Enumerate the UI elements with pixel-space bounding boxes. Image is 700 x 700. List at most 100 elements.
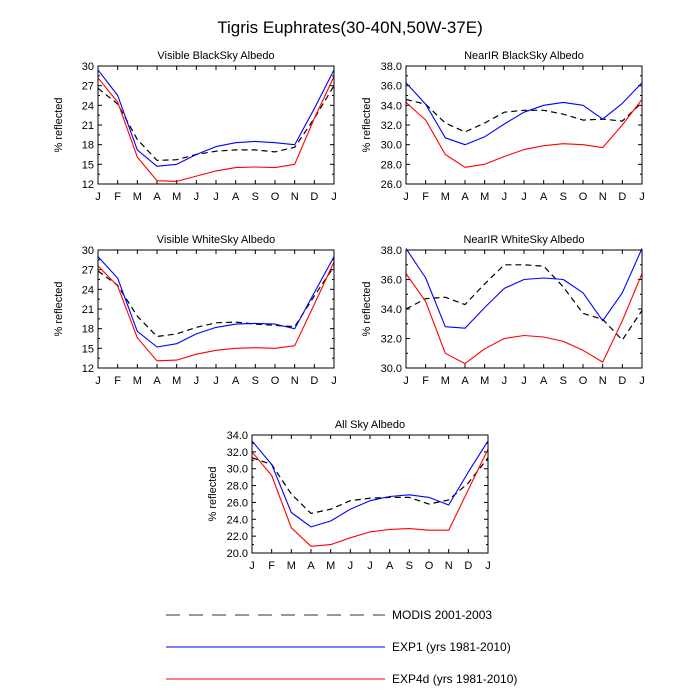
x-tick-label: A [540, 191, 548, 203]
y-tick-label: 32.0 [227, 447, 248, 459]
x-tick-label: J [639, 191, 645, 203]
plot-frame [251, 434, 489, 554]
x-tick-label: D [618, 191, 626, 203]
series-line [97, 256, 335, 348]
y-tick-label: 30.0 [381, 363, 402, 375]
x-tick-label: D [464, 560, 472, 572]
chart-panel: NearIR BlackSky Albedo % reflected 26.0 28.… [361, 50, 645, 203]
y-tick-label: 24 [82, 284, 94, 296]
y-tick-label: 36.0 [381, 275, 402, 287]
x-tick-label: M [287, 560, 296, 572]
x-tick-label: F [114, 375, 121, 387]
x-tick-label: D [618, 375, 626, 387]
series-line [97, 85, 335, 161]
y-tick-label: 12 [82, 363, 94, 375]
legend-label: EXP4d (yrs 1981-2010) [392, 672, 517, 686]
x-tick-label: F [114, 191, 121, 203]
x-tick-label: M [133, 375, 142, 387]
x-tick-label: M [480, 375, 489, 387]
y-tick-label: 12 [82, 179, 94, 191]
y-axis-label: % reflected [207, 466, 219, 521]
y-tick-label: 28.0 [381, 159, 402, 171]
x-tick-label: J [249, 560, 255, 572]
x-tick-label: A [386, 560, 394, 572]
x-tick-label: A [461, 375, 469, 387]
y-tick-label: 24 [82, 100, 94, 112]
x-tick-label: N [291, 191, 299, 203]
y-tick-label: 18 [82, 324, 94, 336]
x-tick-label: O [271, 191, 280, 203]
legend-item: EXP1 (yrs 1981-2010) [166, 640, 511, 654]
y-tick-label: 15 [82, 159, 94, 171]
x-tick-label: J [331, 375, 337, 387]
series-line [405, 273, 643, 365]
x-tick-label: A [461, 191, 469, 203]
legend-item: MODIS 2001-2003 [166, 608, 492, 622]
y-tick-label: 21 [82, 120, 94, 132]
x-tick-label: O [579, 191, 588, 203]
y-axis-label: % reflected [53, 281, 65, 336]
y-tick-label: 38.0 [381, 245, 402, 257]
series-line [405, 248, 643, 329]
y-tick-label: 28.0 [227, 481, 248, 493]
x-tick-label: N [291, 375, 299, 387]
y-tick-label: 26.0 [227, 497, 248, 509]
x-tick-label: A [540, 375, 548, 387]
chart-panel: NearIR WhiteSky Albedo % reflected 30.0 32.… [361, 234, 645, 387]
x-tick-label: J [502, 375, 508, 387]
x-tick-label: D [310, 375, 318, 387]
legend-label: EXP1 (yrs 1981-2010) [392, 640, 511, 654]
x-tick-label: M [441, 191, 450, 203]
legend: MODIS 2001-2003 EXP1 (yrs 1981-2010) EXP4d… [166, 608, 517, 686]
y-tick-label: 38.0 [381, 61, 402, 73]
y-tick-label: 20.0 [227, 548, 248, 560]
series-line [97, 76, 335, 182]
chart-title: NearIR WhiteSky Albedo [463, 234, 584, 246]
x-tick-label: S [252, 191, 259, 203]
x-tick-label: J [485, 560, 491, 572]
x-tick-label: J [348, 560, 354, 572]
y-tick-label: 30 [82, 61, 94, 73]
chart-title: All Sky Albedo [335, 419, 405, 431]
x-tick-label: J [213, 191, 219, 203]
chart-panel: Visible BlackSky Albedo % reflected 12 15 18… [53, 50, 337, 203]
x-tick-label: A [232, 191, 240, 203]
chart-panel: Visible WhiteSky Albedo % reflected 12 15 18… [53, 234, 337, 387]
x-tick-label: M [133, 191, 142, 203]
x-tick-label: J [403, 375, 409, 387]
y-tick-label: 24.0 [227, 514, 248, 526]
series-line [251, 449, 489, 547]
x-tick-label: J [95, 375, 101, 387]
y-tick-label: 32.0 [381, 334, 402, 346]
chart-panel: All Sky Albedo % reflected 20.0 22.0 24.0 26.… [207, 419, 491, 572]
legend-item: EXP4d (yrs 1981-2010) [166, 672, 517, 686]
page-title: Tigris Euphrates(30-40N,50W-37E) [217, 18, 483, 37]
series-line [405, 264, 643, 341]
series-line [405, 82, 643, 146]
x-tick-label: J [194, 375, 200, 387]
plot-frame [405, 249, 643, 369]
series-line [405, 99, 643, 168]
x-tick-label: J [194, 191, 200, 203]
x-tick-label: J [502, 191, 508, 203]
x-tick-label: J [639, 375, 645, 387]
y-tick-label: 34.0 [381, 100, 402, 112]
y-axis-label: % reflected [361, 281, 373, 336]
y-tick-label: 32.0 [381, 120, 402, 132]
series-line [97, 69, 335, 167]
series-line [97, 266, 335, 338]
y-tick-label: 22.0 [227, 531, 248, 543]
x-tick-label: M [480, 191, 489, 203]
plot-frame [405, 65, 643, 185]
legend-label: MODIS 2001-2003 [392, 608, 492, 622]
x-tick-label: A [153, 375, 161, 387]
x-tick-label: O [425, 560, 434, 572]
x-tick-label: N [445, 560, 453, 572]
x-tick-label: O [271, 375, 280, 387]
y-tick-label: 27 [82, 265, 94, 277]
x-tick-label: F [422, 375, 429, 387]
x-tick-label: S [560, 375, 567, 387]
y-axis-label: % reflected [361, 97, 373, 152]
y-tick-label: 34.0 [227, 430, 248, 442]
